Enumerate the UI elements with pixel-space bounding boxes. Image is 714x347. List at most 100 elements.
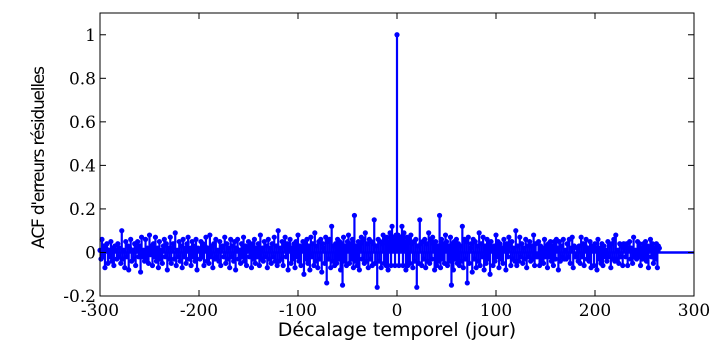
stem-marker bbox=[595, 236, 601, 242]
stem-marker bbox=[168, 260, 174, 266]
stem-marker bbox=[483, 260, 489, 266]
stem-marker bbox=[394, 32, 400, 38]
stem-marker bbox=[365, 265, 371, 271]
stem-marker bbox=[604, 258, 610, 264]
stem-marker bbox=[503, 267, 509, 273]
stem-marker bbox=[123, 238, 129, 245]
stem-marker bbox=[108, 238, 114, 245]
stem-marker bbox=[524, 265, 530, 271]
stem-marker bbox=[509, 238, 515, 245]
stem-marker bbox=[484, 236, 490, 242]
stem-marker bbox=[217, 238, 223, 245]
stem-marker bbox=[137, 269, 144, 275]
stem-marker bbox=[476, 230, 482, 236]
stem-marker bbox=[401, 230, 407, 236]
stem-marker bbox=[620, 262, 626, 269]
stem-series bbox=[97, 32, 694, 290]
stem-marker bbox=[243, 262, 250, 269]
stem-marker bbox=[183, 260, 189, 266]
stem-marker bbox=[600, 262, 606, 269]
stem-marker bbox=[105, 260, 111, 266]
stem-marker bbox=[155, 265, 162, 271]
stem-marker bbox=[315, 265, 321, 271]
stem-marker bbox=[493, 232, 499, 238]
stem-marker bbox=[227, 265, 233, 271]
stem-marker bbox=[115, 241, 121, 247]
stem-marker bbox=[233, 267, 239, 273]
stem-marker bbox=[111, 262, 117, 269]
stem-marker bbox=[656, 245, 662, 251]
stem-marker bbox=[159, 260, 165, 266]
stem-marker bbox=[570, 265, 576, 271]
stem-marker bbox=[578, 234, 584, 240]
stem-marker bbox=[567, 260, 573, 266]
stem-marker bbox=[434, 262, 440, 269]
stem-marker bbox=[650, 260, 657, 266]
stem-marker bbox=[465, 234, 471, 240]
stem-marker bbox=[319, 269, 325, 275]
stem-marker bbox=[516, 258, 522, 264]
stem-marker bbox=[257, 232, 263, 238]
stem-marker bbox=[433, 238, 439, 245]
stem-marker bbox=[513, 228, 519, 234]
stem-marker bbox=[490, 262, 496, 269]
stem-marker bbox=[647, 236, 654, 242]
stem-marker bbox=[388, 262, 394, 269]
stem-marker bbox=[312, 230, 318, 236]
stem-marker bbox=[378, 265, 384, 271]
stem-marker bbox=[396, 262, 402, 269]
stem-marker bbox=[346, 260, 353, 266]
stem-marker bbox=[422, 236, 428, 242]
stem-marker bbox=[625, 262, 631, 269]
stem-marker bbox=[218, 262, 224, 269]
stem-marker bbox=[149, 262, 156, 269]
x-tick-label: 0 bbox=[392, 301, 403, 321]
stem-marker bbox=[407, 260, 413, 266]
stem-marker bbox=[430, 234, 436, 240]
stem-marker bbox=[304, 236, 310, 242]
stem-marker bbox=[295, 232, 301, 238]
stem-marker bbox=[531, 232, 537, 238]
stem-marker bbox=[442, 232, 449, 238]
stem-marker bbox=[627, 238, 633, 245]
y-tick-label: 0.6 bbox=[69, 113, 96, 133]
stem-marker bbox=[527, 238, 533, 245]
stem-marker bbox=[138, 234, 145, 240]
stem-marker bbox=[403, 267, 409, 273]
stem-marker bbox=[104, 241, 110, 247]
stem-marker bbox=[630, 260, 636, 266]
stem-marker bbox=[245, 238, 252, 245]
stem-marker bbox=[523, 236, 529, 242]
stem-marker bbox=[460, 265, 466, 271]
stem-marker bbox=[222, 234, 228, 240]
stem-marker bbox=[437, 265, 444, 271]
stem-marker bbox=[384, 234, 390, 240]
stem-marker bbox=[356, 267, 362, 273]
x-tick-label: 200 bbox=[579, 301, 611, 321]
stem-marker bbox=[339, 282, 346, 288]
stem-marker bbox=[466, 260, 472, 266]
stem-marker bbox=[631, 234, 637, 240]
stem-marker bbox=[642, 238, 649, 245]
stem-marker bbox=[119, 228, 125, 234]
stem-marker bbox=[126, 267, 132, 273]
stem-marker bbox=[223, 260, 229, 266]
stem-marker bbox=[649, 241, 656, 247]
stem-marker bbox=[477, 262, 483, 269]
stem-marker bbox=[488, 238, 494, 245]
stem-marker bbox=[605, 238, 611, 245]
stem-marker bbox=[581, 262, 587, 269]
stem-marker bbox=[265, 236, 271, 242]
stem-marker bbox=[237, 260, 244, 266]
stem-marker bbox=[156, 238, 162, 245]
stem-marker bbox=[268, 260, 274, 266]
stem-marker bbox=[213, 236, 219, 242]
stem-marker bbox=[447, 234, 454, 240]
y-tick-label: 0 bbox=[85, 243, 96, 263]
stem-marker bbox=[328, 265, 334, 271]
stem-marker bbox=[410, 265, 416, 271]
stem-marker bbox=[654, 265, 660, 271]
stem-marker bbox=[210, 265, 216, 271]
x-tick-label: 300 bbox=[678, 301, 710, 321]
stem-marker bbox=[448, 282, 455, 288]
